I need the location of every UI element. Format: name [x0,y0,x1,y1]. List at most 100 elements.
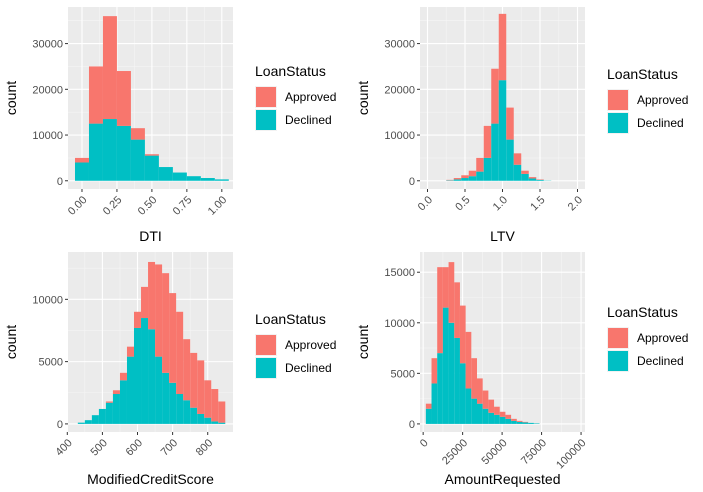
legend: LoanStatus Approved Declined [607,66,688,134]
bar-declined [119,380,127,424]
chart-panel-4: 0 5000 10000 15000 0 25000 50000 75000 100000Amo… [355,252,688,487]
bar-declined [431,383,438,424]
bar-declined [183,400,191,424]
bar-approved [197,360,205,414]
chart-panel-3: 0 5000 10000 400 500 600 700 800 ModifiedCreditS… [3,252,336,487]
bar-approved [483,125,492,158]
bar-declined [498,80,507,181]
bar-declined [204,417,212,424]
bar-declined [200,178,215,181]
bar-declined [516,421,523,424]
bar-approved [211,389,219,422]
bar-approved [176,311,184,395]
bar-declined [468,176,477,181]
x-tick-label: 0.75 [171,194,195,218]
bar-approved [498,13,507,81]
bar-declined [448,322,455,424]
legend: LoanStatus Approved Declined [255,63,336,131]
bar-declined [74,162,89,181]
bar-approved [511,418,517,421]
bar-approved [465,331,472,389]
bar-approved [162,273,170,373]
legend-swatch-approved [256,335,276,355]
bar-approved [88,66,103,124]
y-tick-label: 15000 [384,267,415,279]
bar-approved [130,128,145,140]
bar-declined [454,337,460,424]
legend-title: LoanStatus [607,304,678,320]
bar-approved [477,378,483,404]
bar-approved [442,267,449,308]
bar-declined [169,382,177,424]
bar-declined [483,157,492,181]
x-tick-label: 400 [53,437,74,458]
bar-approved [453,178,462,180]
bar-declined [190,407,198,424]
bar-declined [425,408,432,424]
bar-declined [141,318,149,424]
bar-declined [533,423,540,424]
bar-declined [218,422,226,424]
bar-approved [528,177,537,179]
bar-approved [448,262,455,323]
y-tick-label: 0 [409,419,415,431]
legend-swatch-approved [608,328,628,348]
bar-declined [471,398,477,424]
bar-approved [169,293,177,383]
y-tick-label: 20000 [32,84,63,96]
legend-swatch-declined [608,113,628,133]
bar-declined [102,119,117,181]
x-tick-label: 1.0 [491,194,510,213]
x-axis-title: LTV [490,228,515,244]
bar-declined [528,178,537,181]
bar-declined [105,402,113,424]
bar-approved [204,380,212,418]
bar-approved [148,261,156,330]
bar-approved [437,267,443,354]
bar-declined [214,179,229,181]
bar-declined [98,408,106,424]
bar-approved [454,282,460,338]
y-axis-title: count [355,325,371,359]
chart-panel-2: 0 10000 20000 30000 0.0 0.5 1.0 1.5 2.0 LTV count L… [355,7,688,244]
x-tick-label: 800 [194,437,215,458]
y-axis-title: count [3,81,19,115]
bar-approved [488,399,495,413]
x-tick-label: 25000 [440,437,470,467]
bar-approved [141,286,149,319]
bar-approved [119,372,127,381]
y-tick-label: 20000 [384,84,415,96]
x-tick-label: 0.0 [416,194,435,213]
bar-declined [91,415,99,424]
bar-approved [499,411,506,417]
x-tick-label: 1.5 [528,194,547,213]
legend: LoanStatus Approved Declined [255,311,336,379]
y-tick-label: 0 [57,419,63,431]
x-tick-label: 100000 [554,437,588,471]
y-axis-title: count [355,81,371,115]
chart-panel-1: 0 10000 20000 30000 0.00 0.25 0.50 0.75 1.00 DTI c… [3,7,336,244]
bar-approved [506,107,514,140]
bar-approved [431,358,438,384]
x-tick-label: 0 [418,437,431,450]
bar-declined [459,363,466,424]
bar-approved [425,403,432,409]
bar-approved [134,311,142,328]
bar-declined [176,394,184,424]
bar-declined [453,179,462,181]
bar-declined [88,123,103,181]
legend-swatch-declined [256,110,276,130]
y-axis-title: count [3,325,19,359]
bar-declined [461,178,469,181]
legend-label-approved: Approved [637,331,688,345]
x-tick-label: 0.50 [136,194,160,218]
bar-declined [442,307,449,424]
bar-approved [155,264,163,357]
legend-label-approved: Approved [637,93,688,107]
y-tick-label: 10000 [384,318,415,330]
bar-declined [477,403,483,424]
bar-declined [488,412,495,424]
legend-label-declined: Declined [637,116,684,130]
bar-approved [461,175,469,179]
y-tick-label: 30000 [32,39,63,51]
